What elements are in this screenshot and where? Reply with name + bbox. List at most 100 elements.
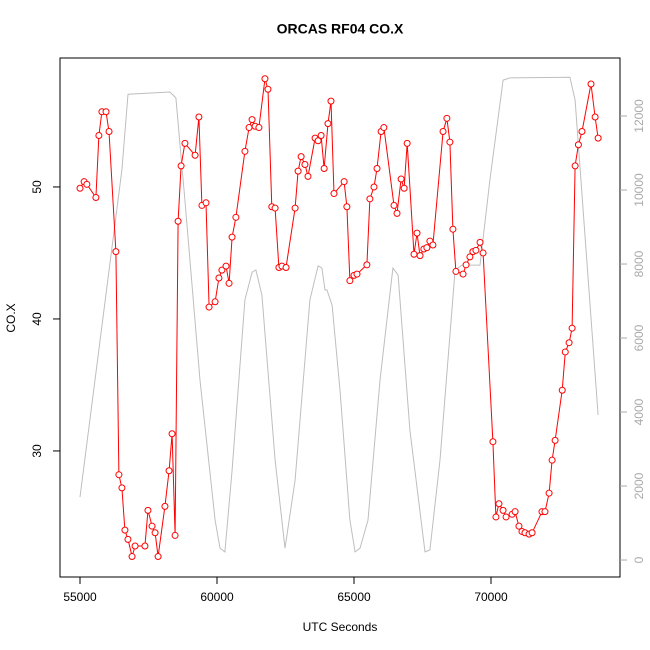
x-tick-label: 60000: [200, 590, 234, 604]
point: [95, 131, 103, 139]
point: [492, 513, 500, 521]
point: [225, 279, 233, 287]
point: [591, 113, 599, 121]
point: [314, 137, 322, 145]
point: [565, 339, 573, 347]
point: [131, 542, 139, 550]
point: [499, 506, 507, 514]
point: [479, 249, 487, 257]
point: [124, 535, 132, 543]
point: [346, 277, 354, 285]
point: [222, 262, 230, 270]
plot-frame: [59, 57, 621, 578]
y2-tick-label: 12000: [632, 99, 646, 133]
point: [400, 184, 408, 192]
point: [304, 172, 312, 180]
point: [568, 324, 576, 332]
point: [215, 274, 223, 282]
chart-title: ORCAS RF04 CO.X: [277, 21, 404, 37]
x-tick-label: 65000: [337, 590, 371, 604]
point: [76, 184, 84, 192]
point: [151, 529, 159, 537]
y-tick-label: 30: [30, 444, 44, 458]
y-axis-label: CO.X: [4, 303, 18, 332]
point: [462, 261, 470, 269]
point: [327, 97, 335, 105]
point: [587, 80, 595, 88]
point: [148, 522, 156, 530]
point: [294, 167, 302, 175]
point: [105, 128, 113, 136]
point: [317, 131, 325, 139]
point: [403, 139, 411, 147]
point: [144, 506, 152, 514]
point: [410, 250, 418, 258]
point: [594, 134, 602, 142]
point: [161, 502, 169, 510]
y-tick-label: 50: [30, 180, 44, 194]
point: [443, 114, 451, 122]
x-tick-label: 55000: [63, 590, 97, 604]
point: [195, 113, 203, 121]
point: [264, 85, 272, 93]
point: [271, 204, 279, 212]
y2-tick-label: 0: [632, 556, 646, 563]
point: [181, 139, 189, 147]
point: [528, 529, 536, 537]
point: [397, 175, 405, 183]
y2-tick-label: 8000: [632, 250, 646, 277]
point: [545, 489, 553, 497]
point: [429, 241, 437, 249]
point: [495, 500, 503, 508]
point: [177, 162, 185, 170]
point: [118, 484, 126, 492]
point: [320, 164, 328, 172]
point: [574, 141, 582, 149]
point: [558, 386, 566, 394]
point: [112, 248, 120, 256]
point: [466, 253, 474, 261]
series-line: [79, 76, 599, 553]
point: [416, 252, 424, 260]
point: [380, 124, 388, 132]
point: [218, 266, 226, 274]
point: [571, 162, 579, 170]
point: [202, 199, 210, 207]
point: [423, 244, 431, 252]
point: [297, 153, 305, 161]
y2-tick-label: 6000: [632, 324, 646, 351]
point: [324, 120, 332, 128]
point: [171, 531, 179, 539]
point: [343, 203, 351, 211]
point: [291, 204, 299, 212]
point: [165, 467, 173, 475]
point: [241, 147, 249, 155]
point: [353, 270, 361, 278]
point: [211, 298, 219, 306]
y2-tick-label: 2000: [632, 472, 646, 499]
series-line: [79, 78, 599, 559]
point: [373, 164, 381, 172]
point: [390, 201, 398, 209]
point: [439, 128, 447, 136]
point: [121, 526, 129, 534]
point: [245, 124, 253, 132]
point: [102, 108, 110, 116]
point: [141, 542, 149, 550]
point: [191, 151, 199, 159]
point: [154, 553, 162, 561]
point: [515, 522, 523, 530]
x-axis-label: UTC Seconds: [303, 620, 378, 634]
point: [446, 138, 454, 146]
point: [174, 217, 182, 225]
point: [168, 430, 176, 438]
point: [393, 209, 401, 217]
point: [83, 180, 91, 188]
point: [115, 471, 123, 479]
point: [261, 75, 269, 83]
y2-tick-label: 4000: [632, 398, 646, 425]
point: [248, 116, 256, 124]
point: [232, 213, 240, 221]
